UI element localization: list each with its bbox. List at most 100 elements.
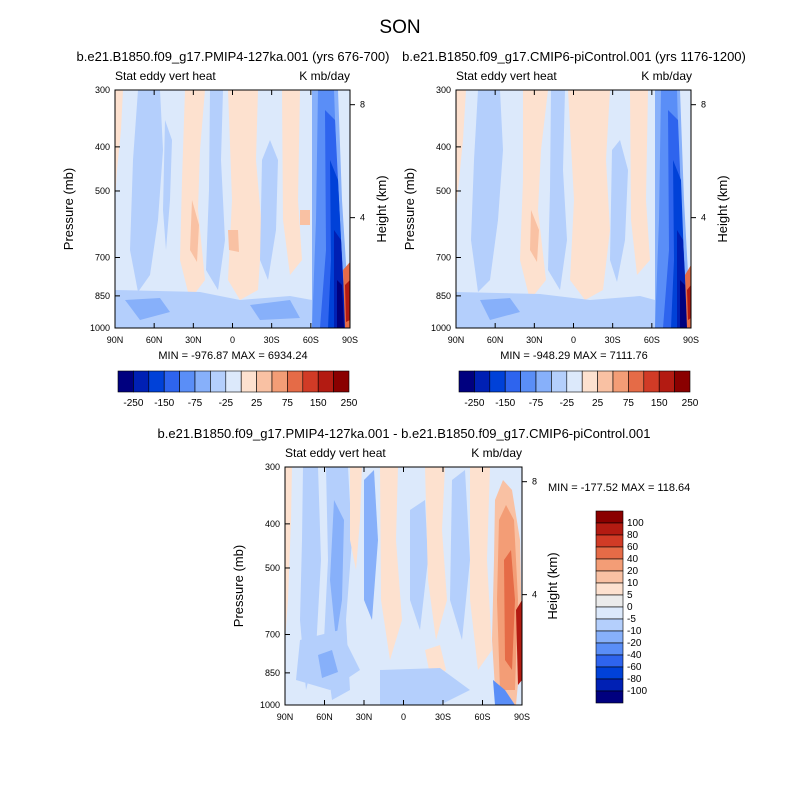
panel-1: b.e21.B1850.f09_g17.PMIP4-127ka.001 (yrs…	[61, 49, 389, 409]
panel-2-colorbar-label: -75	[529, 398, 544, 409]
panel-1-colorbar-label: 150	[310, 398, 327, 409]
panel-2-y2-tick-label: 4	[701, 213, 706, 223]
panel-1-colorbar-box	[210, 370, 227, 393]
panel-3-colorbar-label: 60	[627, 542, 639, 553]
panel-3-colorbar-box	[595, 654, 624, 668]
panel-3-colorbar-label: -20	[627, 638, 642, 649]
panel-1-colorbar-box	[163, 370, 180, 393]
panel-2-colorbar-label: 150	[651, 398, 668, 409]
panel-1-y-tick-label: 850	[95, 291, 110, 301]
panel-1-colorbar-box	[179, 370, 196, 393]
panel-3-colorbar-label: 10	[627, 578, 639, 589]
panel-2-colorbar-box	[597, 370, 614, 393]
panel-2-y2-tick-label: 8	[701, 100, 706, 110]
panel-2-x-tick-label: 90S	[683, 335, 699, 345]
panel-2-colorbar-box	[489, 370, 506, 393]
panel-1-y-tick-label: 1000	[90, 323, 110, 333]
panel-1-ylabel: Pressure (mb)	[61, 168, 76, 250]
panel-2-colorbar-box	[566, 370, 583, 393]
panel-1-x-tick-label: 30S	[264, 335, 280, 345]
panel-3-x-tick-label: 30S	[435, 712, 451, 722]
panel-1-colorbar-box	[117, 370, 134, 393]
panel-3-y2-tick-label: 4	[532, 590, 537, 600]
panel-3-y-tick-label: 1000	[260, 700, 280, 710]
panel-3-colorbar-box	[595, 606, 624, 620]
panel-3-colorbar-box	[595, 594, 624, 608]
panel-2-colorbar-box	[612, 370, 629, 393]
panel-1-y2label: Height (km)	[374, 175, 389, 242]
panel-3-ylabel: Pressure (mb)	[231, 545, 246, 627]
panel-3-colorbar-box	[595, 522, 624, 536]
panel-3-x-tick-label: 60N	[316, 712, 333, 722]
panel-2-colorbar-box	[628, 370, 645, 393]
panel-3-colorbar-label: -40	[627, 650, 642, 661]
panel-1-colorbar-box	[333, 370, 350, 393]
panel-3-x-tick-label: 90N	[277, 712, 294, 722]
panel-1-colorbar-box	[240, 370, 257, 393]
panel-1-right-label: K mb/day	[299, 69, 350, 83]
panel-1-colorbar-box	[194, 370, 211, 393]
panel-1-field	[115, 90, 350, 328]
panel-1-colorbar-label: 75	[282, 398, 294, 409]
panel-3-colorbar-label: -80	[627, 674, 642, 685]
panel-1-x-tick-label: 90N	[107, 335, 124, 345]
panel-1-colorbar-box	[133, 370, 150, 393]
panel-1-colorbar-box	[287, 370, 304, 393]
panel-2-ylabel: Pressure (mb)	[402, 168, 417, 250]
panel-2-y-tick-label: 1000	[431, 323, 451, 333]
panel-2-x-tick-label: 30S	[605, 335, 621, 345]
panel-2-x-tick-label: 0	[571, 335, 576, 345]
panel-2-x-tick-label: 30N	[526, 335, 543, 345]
panel-3-colorbar-box	[595, 570, 624, 584]
panel-1-x-tick-label: 30N	[185, 335, 202, 345]
panel-1-colorbar-box	[148, 370, 165, 393]
panel-2-colorbar-label: -250	[464, 398, 484, 409]
panel-2-y-tick-label: 300	[436, 85, 451, 95]
panel-1-colorbar-box	[256, 370, 273, 393]
panel-1-y-tick-label: 500	[95, 186, 110, 196]
panel-3-colorbar-label: 20	[627, 566, 639, 577]
panel-2-colorbar: -250 -150 -75 -25 25 75 150 250	[458, 370, 699, 409]
panel-2-left-label: Stat eddy vert heat	[456, 69, 557, 83]
panel-3-y-tick-label: 400	[265, 519, 280, 529]
panel-1-colorbar-box	[271, 370, 288, 393]
panel-1-x-tick-label: 60N	[146, 335, 163, 345]
panel-3-x-tick-label: 30N	[356, 712, 373, 722]
panel-3-colorbar-box	[595, 534, 624, 548]
panel-3-colorbar-label: -60	[627, 662, 642, 673]
panel-3-colorbar-label: -10	[627, 626, 642, 637]
panel-3-colorbar-box	[595, 630, 624, 644]
panel-1-colorbar-label: -75	[188, 398, 203, 409]
panel-1-colorbar-label: 250	[341, 398, 358, 409]
panel-3-left-label: Stat eddy vert heat	[285, 446, 386, 460]
panel-1-y-tick-label: 700	[95, 252, 110, 262]
panel-2-right-label: K mb/day	[641, 69, 692, 83]
panel-1-colorbar-label: -25	[219, 398, 234, 409]
panel-2-colorbar-label: -150	[495, 398, 515, 409]
panel-3-colorbar-box	[595, 558, 624, 572]
panel-2-colorbar-box	[581, 370, 598, 393]
panel-3-colorbar-box	[595, 582, 624, 596]
panel-2-colorbar-box	[551, 370, 568, 393]
panel-2-colorbar-box	[535, 370, 552, 393]
panel-2-x-tick-label: 60N	[487, 335, 504, 345]
panel-2-x-tick-label: 90N	[448, 335, 465, 345]
panel-1-colorbar-label: -250	[123, 398, 143, 409]
panel-1-x-tick-label: 0	[230, 335, 235, 345]
panel-1-y2-tick-label: 4	[360, 213, 365, 223]
panel-2-colorbar-box	[504, 370, 521, 393]
panel-3-y2label: Height (km)	[545, 552, 560, 619]
panel-3-colorbar-box	[595, 546, 624, 560]
panel-1-colorbar-box	[302, 370, 319, 393]
panel-2-x-tick-label: 60S	[644, 335, 660, 345]
panel-1-title: b.e21.B1850.f09_g17.PMIP4-127ka.001 (yrs…	[77, 49, 390, 64]
panel-3-colorbar-label: -100	[627, 686, 647, 697]
panel-3-stats: MIN = -177.52 MAX = 118.64	[548, 482, 690, 494]
panel-3-x-tick-label: 60S	[474, 712, 490, 722]
panel-3-colorbar-label: 40	[627, 554, 639, 565]
panel-2-y2label: Height (km)	[715, 175, 730, 242]
panel-1-x-tick-label: 60S	[303, 335, 319, 345]
panel-2-field	[456, 90, 691, 328]
